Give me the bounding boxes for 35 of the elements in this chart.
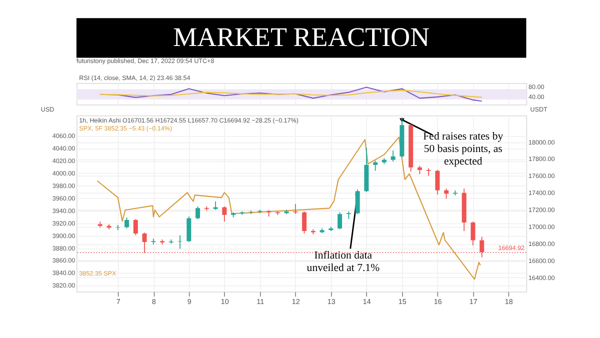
candlestick (222, 206, 227, 222)
candlestick (178, 234, 182, 250)
candlestick (213, 200, 218, 210)
candlestick (470, 221, 476, 246)
x-tick-label: 7 (116, 296, 120, 306)
candlestick (196, 206, 200, 220)
line-series (100, 90, 482, 98)
candlestick (116, 224, 120, 231)
annotation: Inflation data unveiled at 7.1% (306, 250, 380, 274)
x-tick-label: 11 (256, 296, 264, 306)
candlestick (302, 211, 307, 234)
x-tick-label: 8 (152, 296, 156, 306)
x-tick-label: 14 (362, 296, 371, 306)
candlestick (426, 168, 431, 176)
candlestick (186, 216, 192, 242)
candlestick (390, 150, 396, 162)
candlestick (151, 238, 156, 245)
x-tick-label: 12 (292, 296, 300, 306)
candlestick (346, 211, 351, 220)
candlestick (248, 210, 254, 214)
x-tick-label: 9 (187, 296, 192, 306)
x-tick-label: 17 (469, 296, 478, 306)
x-tick-label: 18 (504, 296, 513, 306)
x-tick-label: 15 (398, 296, 406, 306)
x-tick-label: 16 (434, 296, 442, 306)
candlestick (293, 203, 298, 214)
candlestick (373, 160, 378, 172)
x-tick-label: 10 (220, 296, 229, 306)
candlestick (124, 216, 130, 229)
x-tick-label: 13 (327, 296, 336, 306)
annotation: Fed raises rates by 50 basis points, as expected (423, 130, 504, 168)
candlestick (133, 218, 138, 236)
candlestick (338, 212, 342, 230)
chart-title: MARKET REACTION (173, 22, 430, 52)
candlestick (435, 170, 440, 195)
